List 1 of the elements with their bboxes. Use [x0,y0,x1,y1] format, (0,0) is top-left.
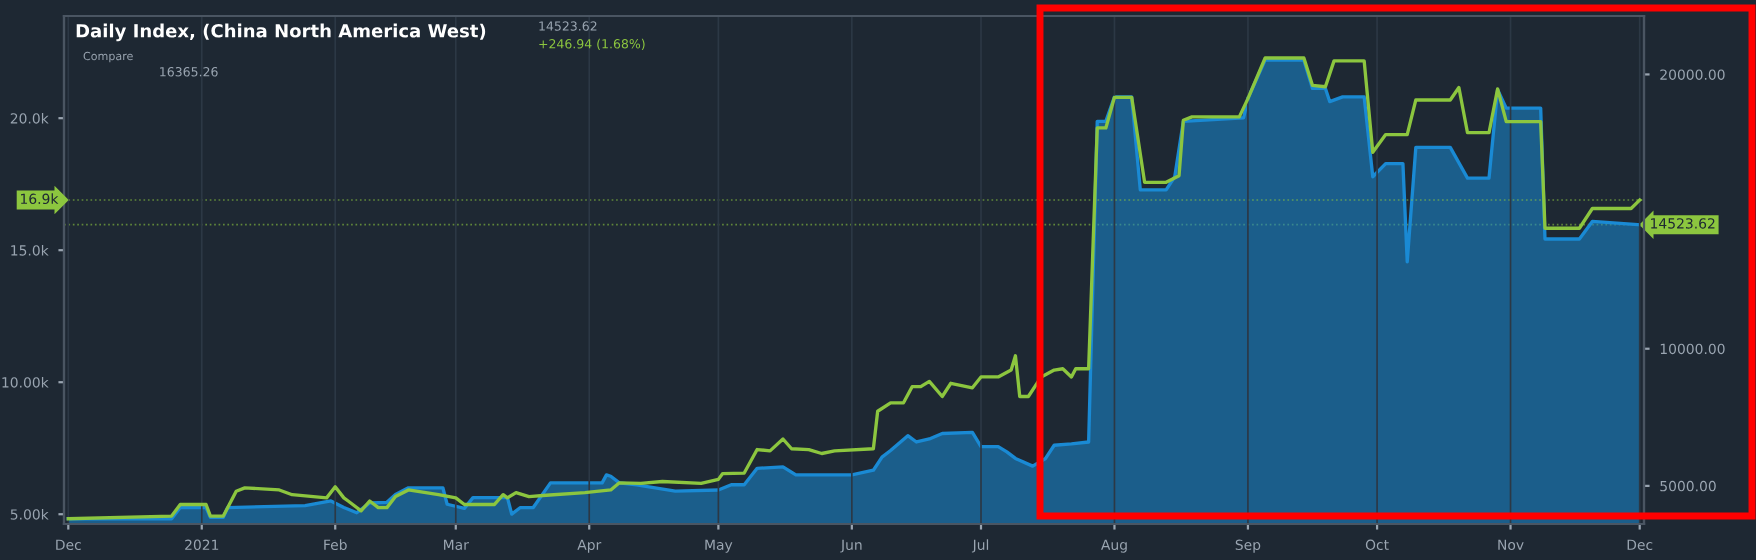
chart-title: Daily Index, (China North America West) [76,23,486,42]
